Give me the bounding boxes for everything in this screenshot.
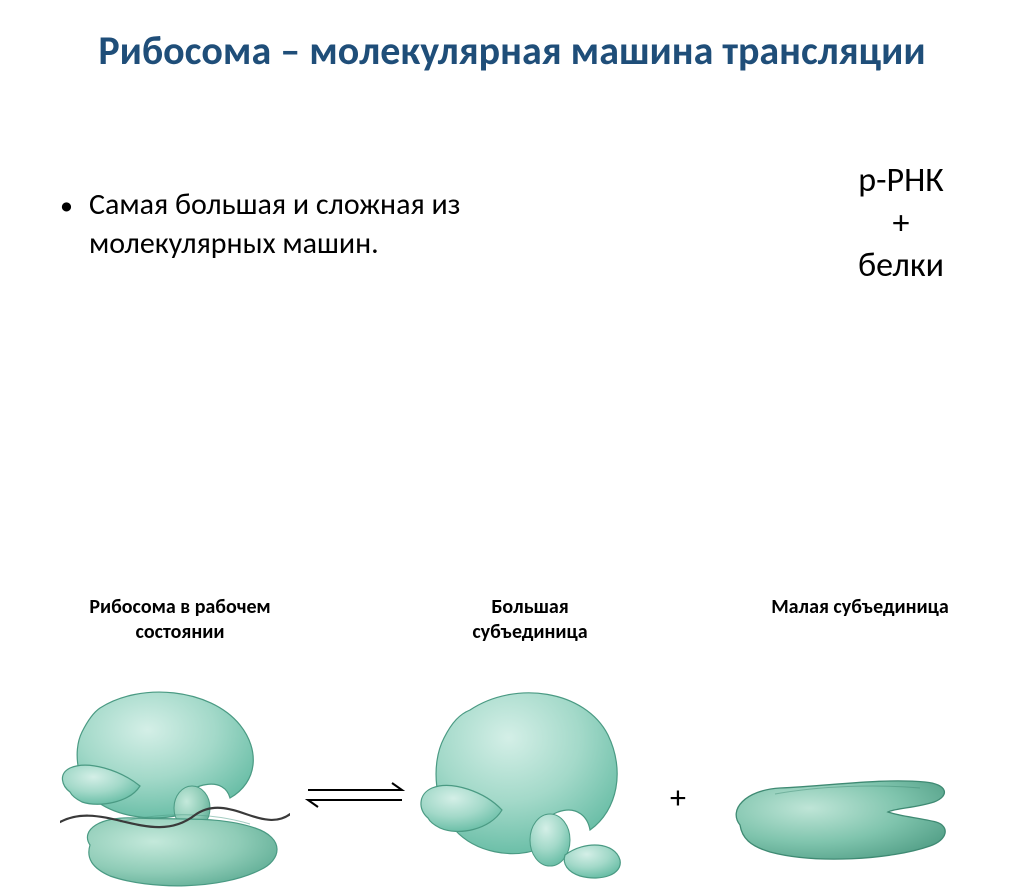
composition-line1: р-РНК xyxy=(858,160,944,203)
bullet-list: • Самая большая и сложная из молекулярны… xyxy=(60,185,620,263)
caption-large: Большая субъединица xyxy=(440,595,620,645)
figure-small-subunit xyxy=(720,760,950,870)
bullet-item: • Самая большая и сложная из молекулярны… xyxy=(60,185,620,263)
plus-symbol: + xyxy=(670,778,686,817)
slide-title: Рибосома – молекулярная машина трансляци… xyxy=(0,0,1024,74)
bullet-dot-icon: • xyxy=(60,185,73,223)
figure-large-subunit xyxy=(420,690,630,885)
figure-working-ribosome xyxy=(60,690,290,895)
bullet-text: Самая большая и сложная из молекулярных … xyxy=(89,185,620,263)
composition-line2: + xyxy=(858,203,944,246)
caption-small: Малая субъединица xyxy=(770,595,950,620)
composition-label: р-РНК + белки xyxy=(858,160,944,288)
equilibrium-arrow-icon xyxy=(300,780,410,808)
diagram-row: + xyxy=(0,340,1024,590)
composition-line3: белки xyxy=(858,245,944,288)
caption-working: Рибосома в рабочем состоянии xyxy=(70,595,290,645)
